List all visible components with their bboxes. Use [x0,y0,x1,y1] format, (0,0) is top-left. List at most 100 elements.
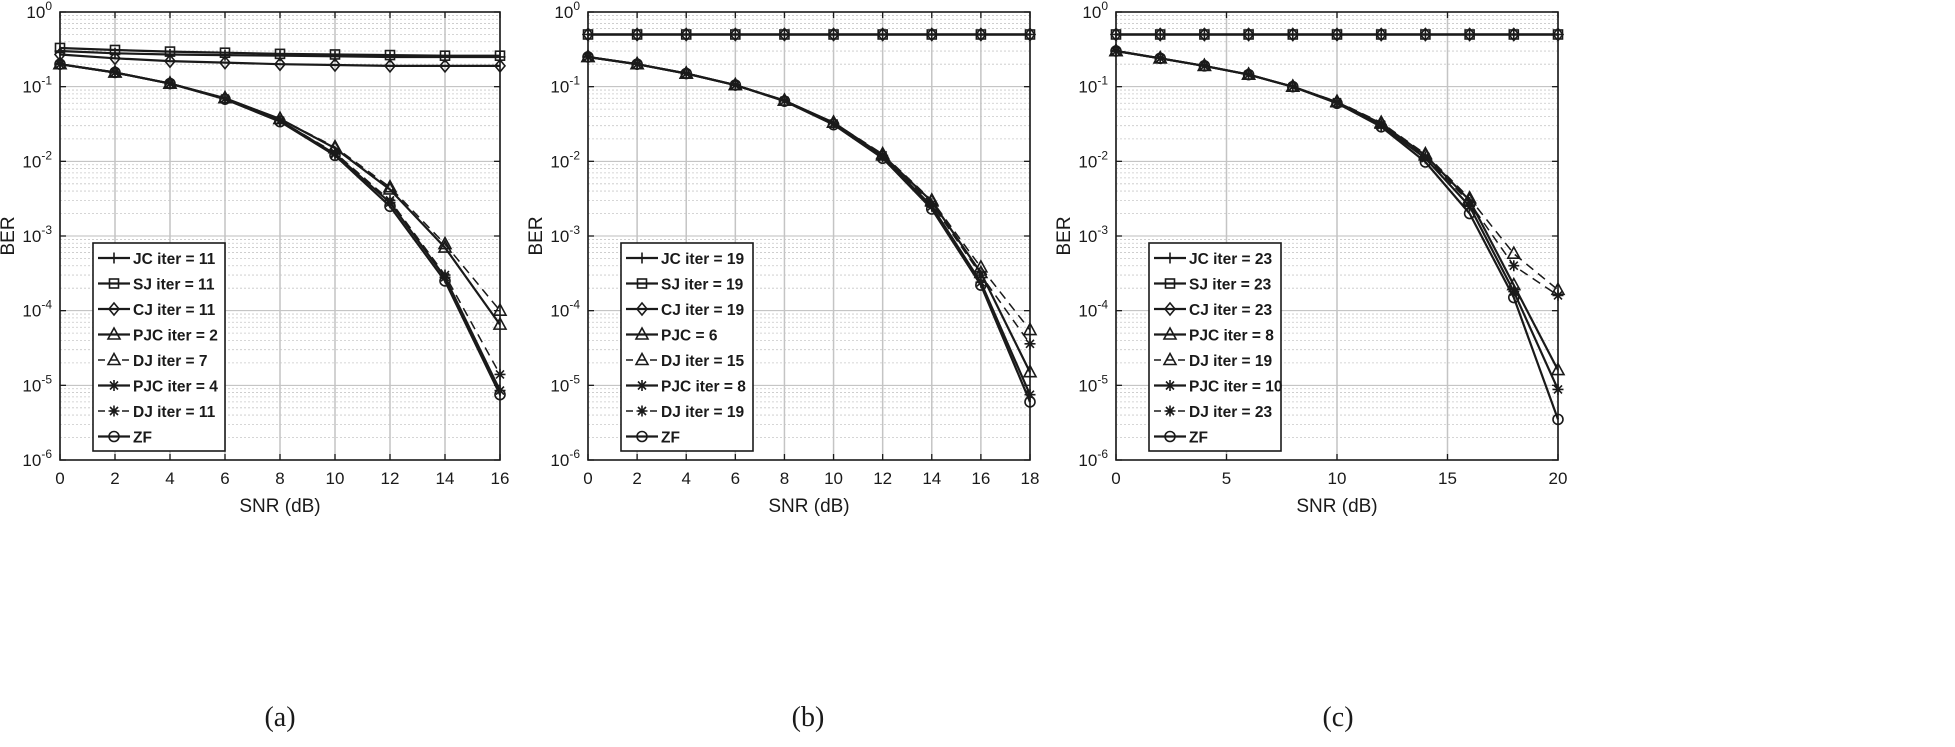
panel-a-legend-item-4-label: PJC iter = 2 [133,328,218,345]
panel-c-series-8-marker [1242,68,1255,81]
panel-c-x-tick-label: 10 [1328,469,1347,488]
panel-c-y-tick-label: 10-6 [1078,447,1108,470]
panel-a-legend-item-5-label: DJ iter = 7 [133,353,208,370]
panel-b-legend-item-1-label: JC iter = 19 [661,251,745,268]
panel-c-legend-item-3: CJ iter = 23 [1154,301,1273,319]
panel-c-legend-item-5: DJ iter = 19 [1154,351,1273,370]
panel-b-series-8-marker [778,95,791,107]
panel-b-legend-item-5: DJ iter = 15 [626,351,745,370]
panel-b-x-tick-label: 18 [1021,469,1040,488]
panel-b-series-3-marker [827,27,840,42]
panel-a-legend-item-3-label: CJ iter = 11 [133,302,216,319]
panel-c-legend-item-2: SJ iter = 23 [1154,277,1272,294]
panel-b-y-tick-label: 10-1 [550,74,580,97]
panel-a-series-8-marker [274,115,286,128]
panel-c-x-tick-label: 20 [1549,469,1568,488]
panel-c-x-tick-label: 5 [1222,469,1231,488]
panel-a-series-7-marker [384,194,396,206]
panel-c-series-3-marker [1286,27,1299,42]
panel-c-series-8-marker [1463,207,1476,220]
panel-a-legend-item-6-marker [108,380,120,391]
panel-b-y-tick-label: 10-6 [550,447,580,470]
panel-b-legend-item-3-label: CJ iter = 19 [661,302,745,319]
panel-b-series-3-marker [680,27,693,42]
panel-a-series-3-marker [273,56,287,72]
panel-a-legend-item-8-marker [108,430,120,443]
panel-b-series-8-marker [975,279,987,291]
panel-c-legend-item-6: PJC iter = 10 [1154,379,1282,396]
panel-b-series-3-marker [876,27,889,42]
panel-b-legend-item-5-marker [634,351,650,366]
panel-b-legend-item-7: DJ iter = 19 [626,404,745,421]
panel-a-y-tick-label: 10-5 [22,372,52,395]
panel-c-series-5-marker [1506,245,1522,259]
panel-c-x-tick-label: 0 [1111,469,1120,488]
panel-a-series-8 [54,58,506,401]
panel-b-legend-item-4: PJC = 6 [626,326,718,345]
panel-c-series-8-marker [1331,97,1343,110]
panel-b-x-axis-label: SNR (dB) [768,496,849,517]
panel-c-series-8-marker [1375,121,1387,133]
panel-c-legend-item-7-marker [1164,405,1176,417]
panel-b-series-8-marker [680,67,693,80]
panel-c-series-6-marker [1508,286,1520,298]
panel-b-legend-item-6-marker [636,380,648,391]
panel-b-series-3-marker [925,27,938,42]
panel-b-series-7-marker [975,269,987,281]
panel-b-legend-item-2-label: SJ iter = 19 [661,277,744,294]
panel-a-series-8-marker [109,66,121,79]
panel-a-legend-item-1-label: JC iter = 11 [133,251,216,268]
panel-b-series-6-marker [975,276,987,288]
panel-c-y-tick-label: 10-1 [1078,74,1108,97]
panel-c-series-8-marker [1508,291,1520,304]
panel-b-series-3-marker [729,27,742,42]
panel-a-legend-item-3-marker [107,301,121,317]
panel-a-y-tick-label: 10-1 [22,74,52,97]
panel-b-series-8-marker [876,152,889,165]
panel-a-x-tick-label: 10 [326,469,345,488]
panel-a-legend-item-7: DJ iter = 11 [98,404,216,421]
panel-a-series-3 [53,47,507,74]
panel-a-series-3-marker [218,55,232,70]
panel-c-legend-item-7: DJ iter = 23 [1154,404,1273,421]
panel-b-legend-item-7-marker [636,405,648,417]
panel-a-legend-item-2-label: SJ iter = 11 [133,277,215,294]
panel-c-series-3-marker [1507,27,1520,42]
panel-a-series-5-marker [382,179,398,193]
panel-c-series-8-marker [1154,52,1166,65]
panel-b-series-7-marker [877,149,889,161]
panel-a-legend-item-3: CJ iter = 11 [98,301,216,319]
panel-b-x-tick-label: 8 [780,469,789,488]
panel-b-series-8-marker [729,79,742,91]
panel-a-legend-item-2-marker [108,278,120,289]
panel-b-series-8-marker [827,118,840,131]
panel-a-series-8-marker [384,200,396,213]
panel-a-legend-item-5: DJ iter = 7 [98,351,208,370]
panel-b-series-8-marker [925,203,938,215]
panel-a-y-tick-label: 10-6 [22,447,52,470]
panel-b-series-3-marker [778,27,791,42]
panel-a-legend: JC iter = 11 SJ iter = 11 CJ iter = 11 PJC … [92,242,226,452]
panel-b-legend-item-6-label: PJC iter = 8 [661,379,746,396]
panel-a-legend-item-7-marker [108,405,120,417]
panel-b-legend-item-4-marker [634,326,650,340]
panel-c-x-tick-label: 15 [1438,469,1457,488]
panel-c-series-3-marker [1419,27,1432,42]
panel-b-legend-item-8: ZF [626,430,680,447]
panel-a: 0 2 4 6 8 10 12 14 16 100 10-1 10-2 10-3 10-4 10-5 10-6… [0,0,509,733]
panel-b-series-3-marker [974,27,987,42]
panel-c-series-7-marker [1508,260,1520,272]
panel-b-x-tick-label: 14 [922,469,941,488]
panel-a-series-3-line [59,53,500,68]
panel-c-series-3-marker [1242,27,1255,42]
panel-b-series-3-marker [631,27,644,42]
panel-c-series-7-marker [1464,197,1476,209]
panel-c-legend-box [1148,242,1282,452]
panel-b-y-tick-label: 10-3 [550,223,580,246]
panel-b-legend-item-3-marker [635,301,649,317]
panel-b-x-tick-label: 10 [824,469,843,488]
panel-a-series-4-marker [382,181,398,195]
panel-b-legend-item-8-marker [636,430,648,443]
panel-c-legend-item-3-label: CJ iter = 23 [1189,302,1273,319]
panel-a-x-tick-label: 0 [55,469,64,488]
